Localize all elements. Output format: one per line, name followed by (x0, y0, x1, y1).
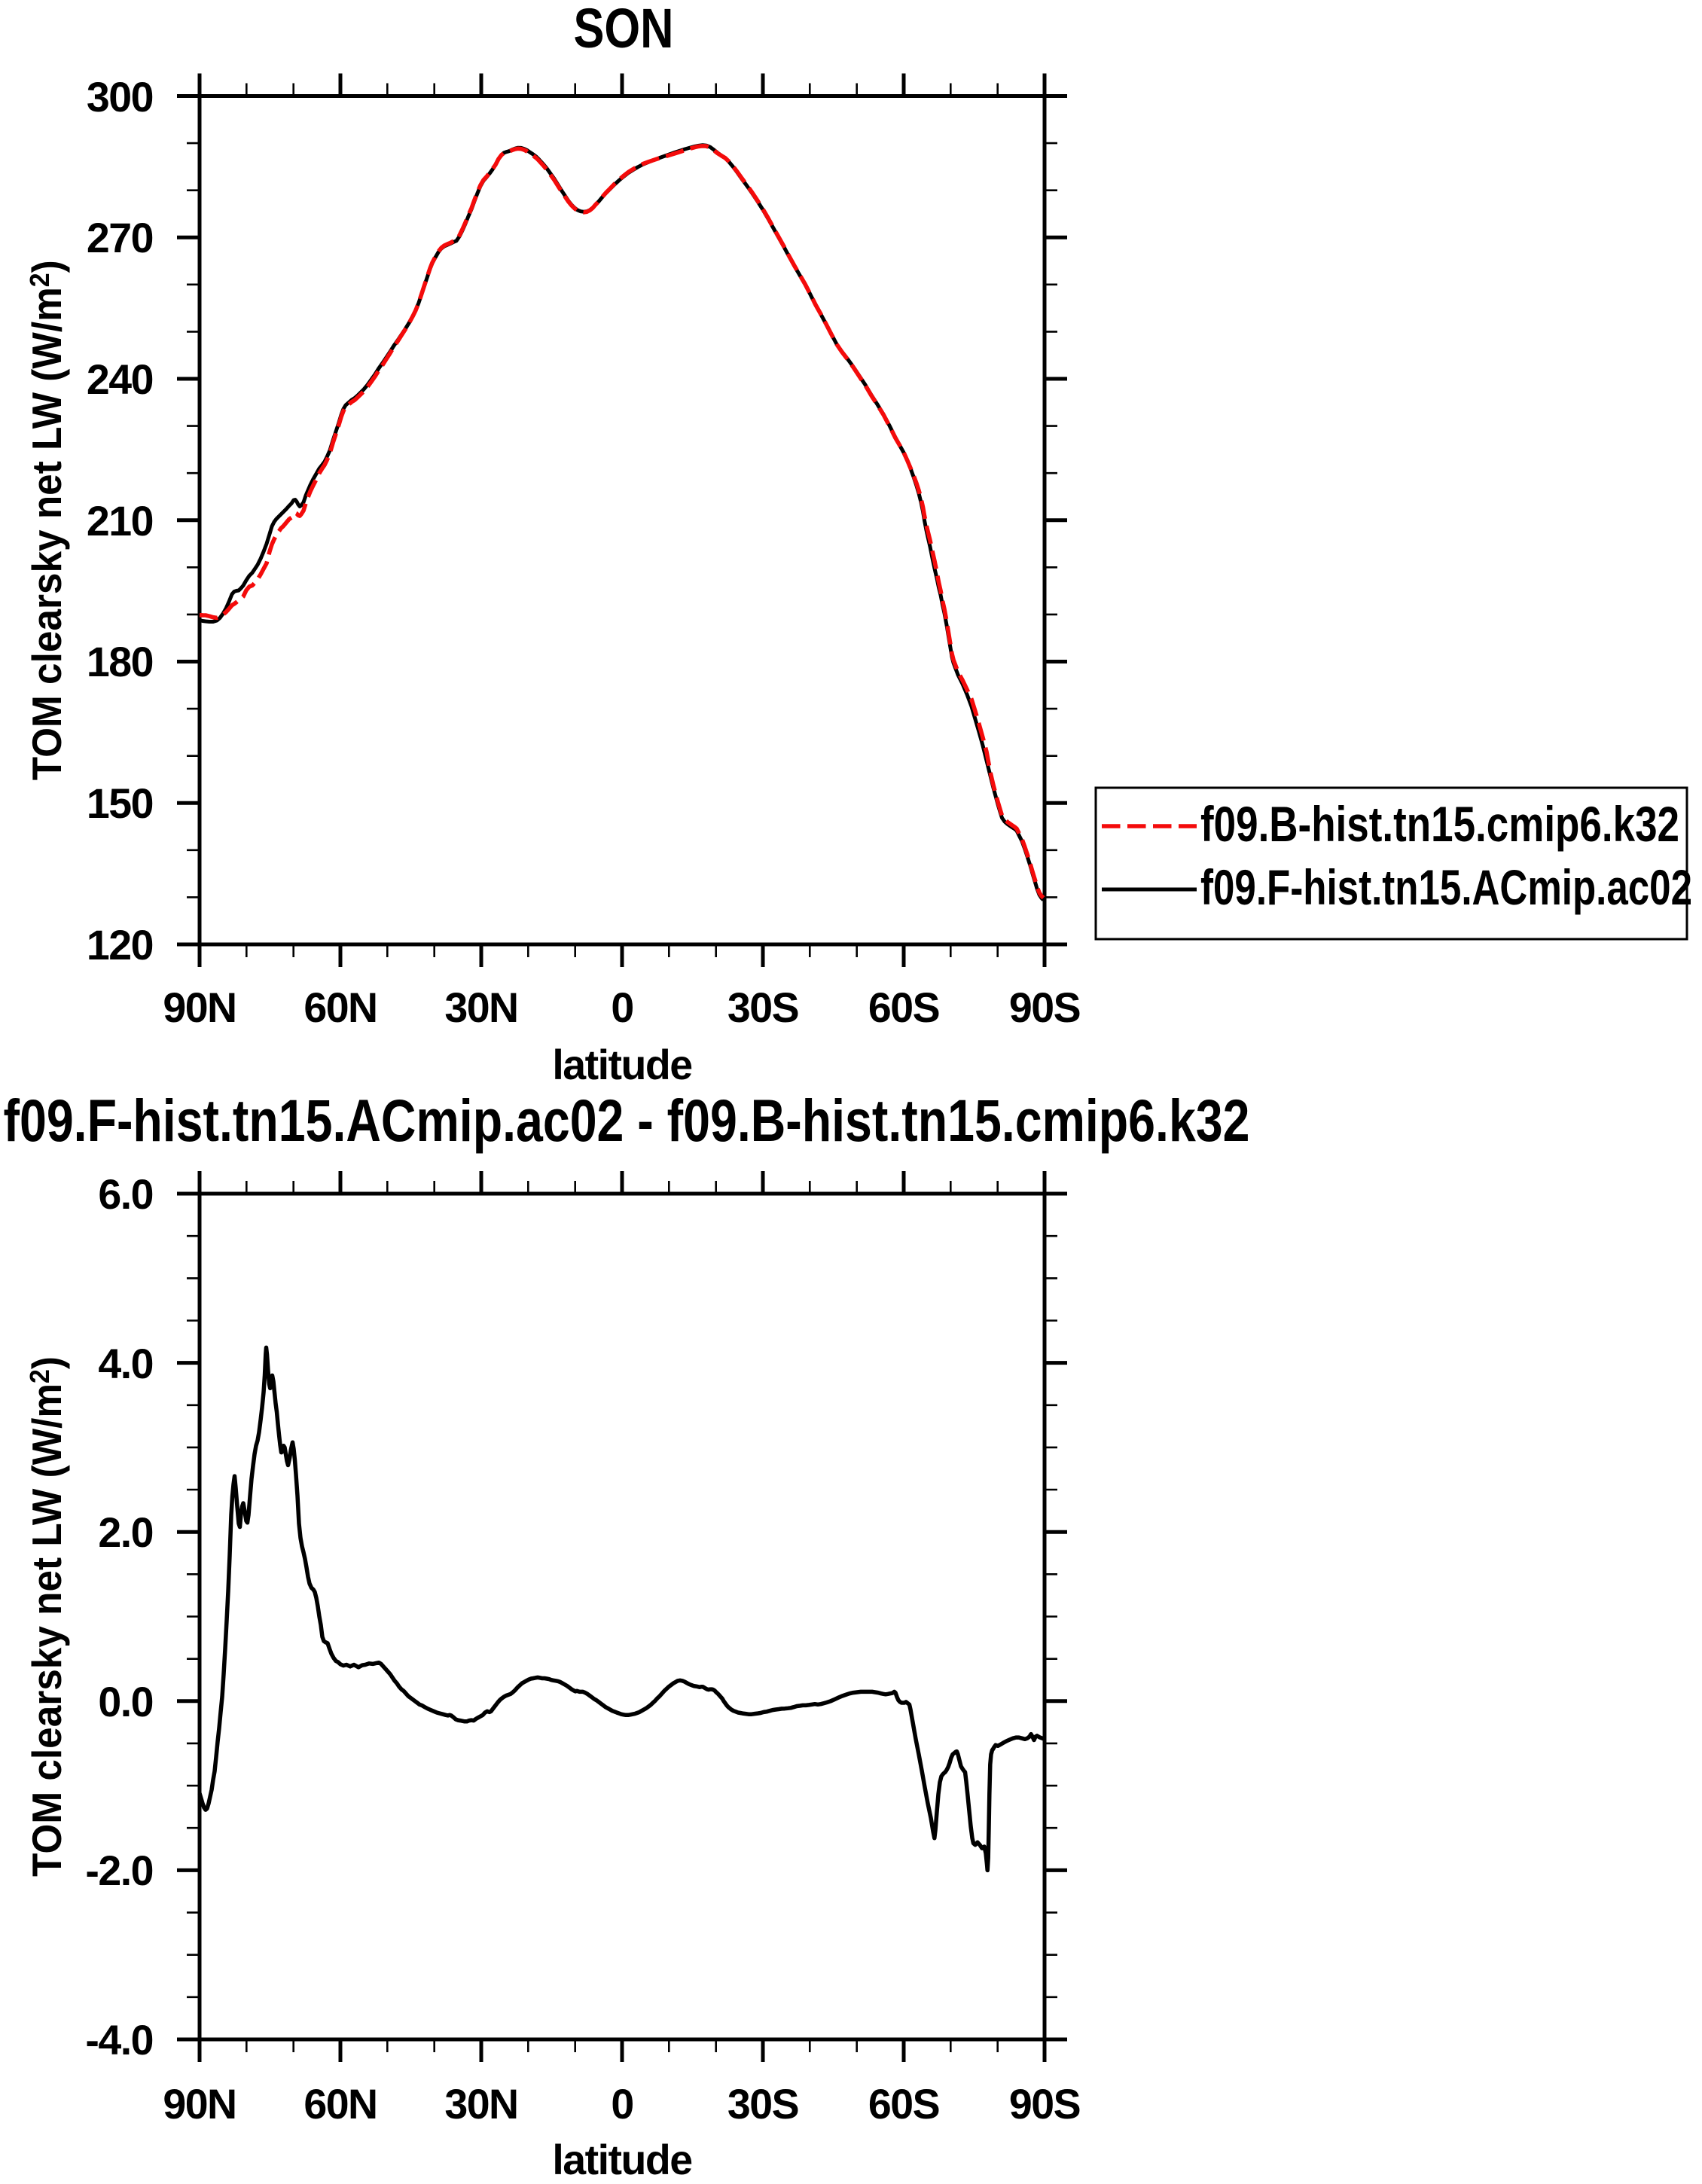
svg-text:90S: 90S (1009, 984, 1080, 1031)
svg-text:270: 270 (87, 215, 153, 261)
svg-text:SON: SON (574, 0, 674, 59)
svg-text:TOM clearsky net LW (W/m2): TOM clearsky net LW (W/m2) (24, 1356, 70, 1877)
svg-text:4.0: 4.0 (98, 1341, 153, 1387)
svg-text:0.0: 0.0 (98, 1679, 153, 1725)
svg-text:60S: 60S (868, 2081, 939, 2128)
svg-text:0: 0 (611, 2081, 633, 2128)
svg-text:6.0: 6.0 (98, 1171, 153, 1218)
svg-text:-4.0: -4.0 (85, 2017, 153, 2064)
svg-text:2.0: 2.0 (98, 1509, 153, 1556)
svg-text:f09.B-hist.tn15.cmip6.k32: f09.B-hist.tn15.cmip6.k32 (1200, 796, 1679, 852)
svg-text:180: 180 (87, 639, 153, 685)
svg-text:240: 240 (87, 356, 153, 403)
svg-text:60S: 60S (868, 984, 939, 1031)
svg-text:90N: 90N (163, 984, 236, 1031)
svg-text:300: 300 (87, 74, 153, 120)
svg-text:latitude: latitude (552, 1042, 691, 1088)
svg-text:30N: 30N (444, 2081, 517, 2128)
svg-text:120: 120 (87, 922, 153, 968)
svg-text:0: 0 (611, 984, 633, 1031)
svg-text:f09.F-hist.tn15.ACmip.ac02 - f: f09.F-hist.tn15.ACmip.ac02 - f09.B-hist.… (4, 1087, 1250, 1154)
svg-text:60N: 60N (303, 984, 377, 1031)
svg-text:90S: 90S (1009, 2081, 1080, 2128)
svg-text:210: 210 (87, 498, 153, 544)
svg-text:30S: 30S (727, 984, 798, 1031)
svg-text:90N: 90N (163, 2081, 236, 2128)
svg-text:30N: 30N (444, 984, 517, 1031)
svg-text:f09.F-hist.tn15.ACmip.ac02: f09.F-hist.tn15.ACmip.ac02 (1200, 859, 1692, 915)
svg-text:60N: 60N (303, 2081, 377, 2128)
svg-text:30S: 30S (727, 2081, 798, 2128)
svg-text:latitude: latitude (552, 2137, 691, 2180)
svg-text:TOM clearsky net LW (W/m2): TOM clearsky net LW (W/m2) (24, 260, 70, 780)
svg-text:-2.0: -2.0 (85, 1847, 153, 1894)
svg-text:150: 150 (87, 780, 153, 827)
